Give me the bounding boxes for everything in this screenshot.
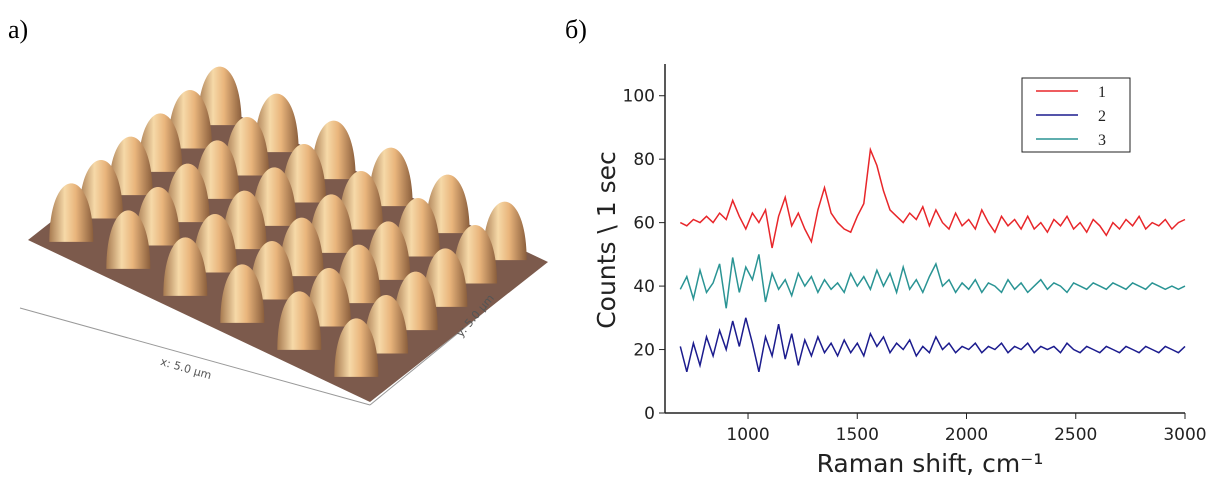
y-axis-label: Counts \ 1 sec <box>592 151 621 329</box>
series-line <box>679 254 1186 309</box>
x-axis-label: Raman shift, cm⁻¹ <box>817 449 1044 478</box>
surface-bump <box>250 241 294 300</box>
surface-bump <box>220 264 265 323</box>
panel-label: б) <box>565 15 587 44</box>
legend-label: 2 <box>1098 108 1106 125</box>
surface-bump <box>282 144 326 203</box>
surface-bump <box>364 295 408 354</box>
edge-line <box>19 307 371 406</box>
surface-bump <box>279 217 324 277</box>
legend-label: 3 <box>1098 132 1106 149</box>
surface-bump <box>136 187 180 246</box>
surface-bump <box>366 221 411 280</box>
y-tick-label: 60 <box>633 214 655 234</box>
surface-bump <box>336 244 381 304</box>
surface-bump <box>138 113 183 172</box>
x-tick-label: 1500 <box>836 425 879 445</box>
surface-bump <box>79 160 123 219</box>
surface-bump <box>393 271 438 331</box>
series-line <box>679 146 1186 249</box>
legend: 1 2 3 <box>1021 77 1131 153</box>
surface-bump <box>163 237 208 296</box>
y-tick-label: 100 <box>623 87 655 107</box>
surface-bump <box>482 201 527 261</box>
surface-bump <box>197 66 242 126</box>
series-line <box>679 317 1186 372</box>
surface-bump <box>49 183 94 242</box>
surface-bump <box>225 117 269 176</box>
afm-surface <box>19 66 548 406</box>
x-tick-label: 2000 <box>945 425 988 445</box>
surface-bump <box>193 214 237 273</box>
y-tick-label: 40 <box>633 277 655 297</box>
surface-bump <box>254 93 299 153</box>
surface-bump <box>252 167 297 226</box>
surface-bump <box>309 194 354 253</box>
x-tick-label: 3000 <box>1163 425 1206 445</box>
surface-bump <box>168 90 212 149</box>
legend-label: 1 <box>1098 84 1106 101</box>
y-tick-label: 80 <box>633 150 655 170</box>
surface-bump <box>277 291 322 350</box>
surface-bump <box>311 120 356 180</box>
surface-bump <box>222 190 267 250</box>
plot-area: 0 20 40 60 80 100 1000 1500 2000 2500 3000 <box>623 64 1207 445</box>
surface-bump <box>307 268 351 327</box>
y-tick-label: 0 <box>644 404 655 424</box>
surface-bump <box>396 198 440 257</box>
surface-bump <box>339 171 383 230</box>
surface-bump <box>334 318 379 377</box>
surface-bump <box>453 225 497 284</box>
surface-bump <box>425 174 470 234</box>
panel-label: а) <box>8 15 28 44</box>
x-tick-label: 2500 <box>1054 425 1097 445</box>
surface-bump <box>106 210 151 269</box>
y-tick-label: 20 <box>633 341 655 361</box>
surface-bump <box>423 248 468 307</box>
surface-bump <box>165 163 210 223</box>
x-tick-label: 1000 <box>726 425 769 445</box>
surface-bump <box>368 147 413 207</box>
surface-bump <box>195 140 240 199</box>
surface-bump <box>108 136 153 196</box>
